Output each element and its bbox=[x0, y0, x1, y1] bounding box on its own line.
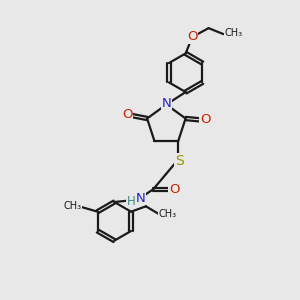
Text: N: N bbox=[161, 97, 171, 110]
Text: S: S bbox=[175, 154, 184, 168]
Text: H: H bbox=[127, 195, 136, 208]
Text: N: N bbox=[136, 192, 146, 205]
Text: CH₃: CH₃ bbox=[64, 201, 82, 211]
Text: O: O bbox=[200, 113, 211, 127]
Text: CH₃: CH₃ bbox=[158, 209, 176, 219]
Text: O: O bbox=[122, 108, 133, 122]
Text: O: O bbox=[169, 183, 179, 196]
Text: O: O bbox=[187, 30, 197, 43]
Text: CH₃: CH₃ bbox=[225, 28, 243, 38]
